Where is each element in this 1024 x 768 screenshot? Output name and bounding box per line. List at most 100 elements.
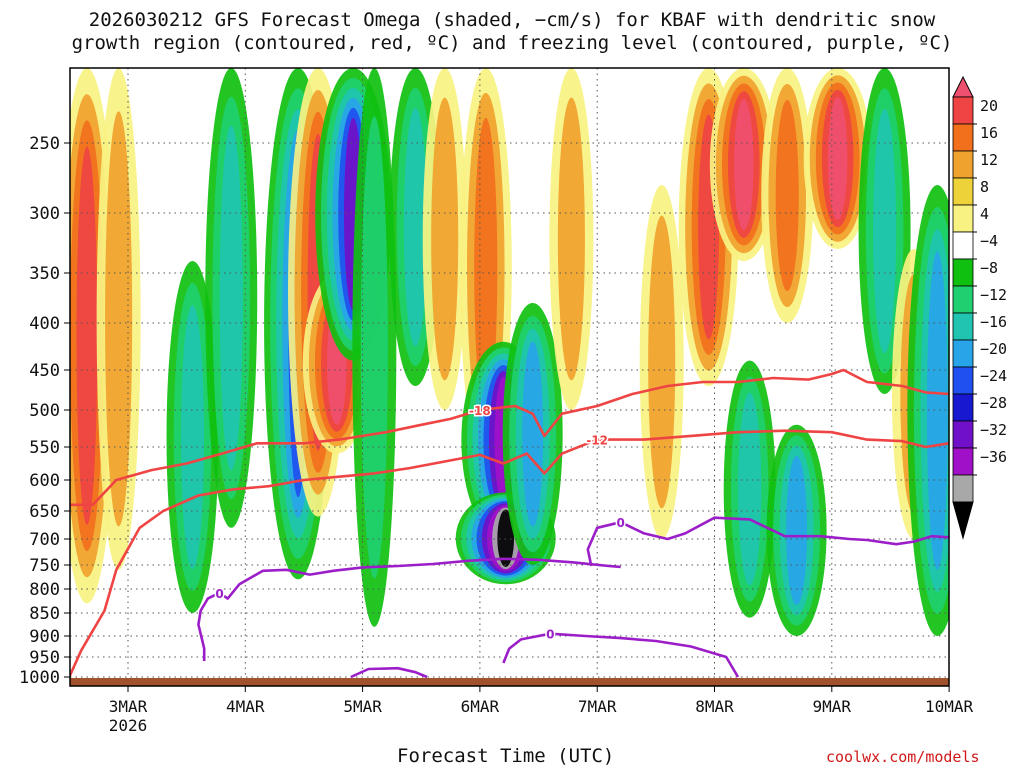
colorbar-swatch-9 [952,312,974,341]
omega-cell-15 [549,68,594,410]
freezing-level-1-label: 0 [546,628,554,642]
colorbar-swatch-10 [952,339,974,368]
dgz-isotherm-0 [70,368,949,507]
colorbar-swatch-6 [952,231,974,260]
omega-cell-21-layer [786,455,808,606]
freezing-level-1 [502,632,740,678]
omega-cell-10-layer [431,97,459,381]
y-tick-label-400: 400 [29,314,60,334]
colorbar-swatch-12 [952,393,974,422]
contours: -18 -12 0 0 0 [70,368,949,679]
x-tick-label-0: 3MAR [109,697,148,716]
colorbar-label-0: 20 [980,97,998,115]
omega-cell-13-layer [497,509,515,567]
omega-cell-0-layer [76,146,98,525]
colorbar-label-1: 16 [980,124,998,142]
omega-cell-11-layer [474,117,498,417]
x-tick-label-3: 6MAR [461,697,500,716]
colorbar-swatch-7 [952,258,974,287]
plot-frame [69,67,950,687]
omega-cell-19-layer [738,392,762,586]
colorbar-swatch-14 [952,447,974,476]
omega-cell-23-layer [873,108,897,354]
y-tick-label-350: 350 [29,264,60,284]
freezing-level-2-label: 0 [616,516,624,530]
omega-cell-1 [96,68,141,570]
dgz-isotherm-0-label: -18 [469,404,491,418]
y-tick-label-600: 600 [29,471,60,491]
omega-cell-3-layer [219,125,243,471]
x-tick-label-6: 9MAR [813,697,852,716]
y-tick-label-550: 550 [29,438,60,458]
omega-cell-8 [352,68,397,627]
omega-cell-18 [709,68,778,261]
y-tick-label-650: 650 [29,502,60,522]
colorbar-swatch-13 [952,420,974,449]
omega-cell-16-layer [648,215,676,509]
omega-cell-20 [761,68,814,323]
colorbar-label-13: −36 [980,448,1007,466]
colorbar-label-7: −12 [980,286,1007,304]
x-tick-label-5: 8MAR [695,697,734,716]
x-tick-label-1: 4MAR [226,697,265,716]
colorbar-bottom-arrow [952,501,974,540]
x-tick-label-4: 7MAR [578,697,617,716]
omega-cell-18-layer [734,99,754,230]
omega-cell-21 [766,424,827,636]
x-tick-sublabel-0: 2026 [109,716,148,735]
y-tick-label-900: 900 [29,627,60,647]
credit-link[interactable]: coolwx.com/models [826,748,980,766]
y-tick-label-300: 300 [29,204,60,224]
colorbar-swatch-5 [952,204,974,233]
y-tick-label-700: 700 [29,530,60,550]
chart-title-line1: 2026030212 GFS Forecast Omega (shaded, −… [88,9,936,31]
ground-surface [70,678,949,686]
colorbar-label-2: 12 [980,151,998,169]
omega-cell-9-layer [403,107,427,347]
dgz-isotherm-1 [70,429,949,678]
omega-cell-15-layer [557,97,585,381]
x-tick-label-2: 5MAR [343,697,382,716]
y-tick-label-850: 850 [29,604,60,624]
y-tick-label-950: 950 [29,648,60,668]
y-tick-label-1000: 1000 [19,668,60,688]
y-tick-label-450: 450 [29,361,60,381]
grid [70,68,950,678]
x-tick-label-7: 10MAR [925,697,974,716]
omega-cell-19 [723,360,776,618]
colorbar-label-8: −16 [980,313,1007,331]
omega-cell-3 [205,68,258,528]
colorbar: 20 16 12 8 4 −4 −8 −12 −16 −20 −24 −28 −32 −36 [952,75,1007,540]
freezing-level-3 [350,666,428,679]
colorbar-label-4: 4 [980,205,989,223]
colorbar-swatch-11 [952,366,974,395]
colorbar-label-5: −4 [980,232,998,250]
freezing-level-2 [586,516,949,567]
omega-cell-22-layer [827,97,848,220]
omega-shading [70,68,949,636]
y-tick-label-800: 800 [29,580,60,600]
omega-cell-20-layer [775,99,799,292]
y-tick-label-500: 500 [29,401,60,421]
dgz-isotherm-1-label: -12 [586,434,608,448]
colorbar-swatch-3 [952,150,974,179]
colorbar-label-3: 8 [980,178,989,196]
y-tick-label-250: 250 [29,134,60,154]
freezing-level-0 [197,557,621,661]
omega-cell-2 [166,261,219,613]
colorbar-label-11: −28 [980,394,1007,412]
colorbar-swatch-2 [952,123,974,152]
x-axis-label: Forecast Time (UTC) [397,745,615,767]
omega-cell-25-layer [926,251,948,570]
y-tick-label-750: 750 [29,556,60,576]
colorbar-label-9: −20 [980,340,1007,358]
omega-cell-14 [502,303,563,565]
omega-cell-1-layer [105,111,133,527]
colorbar-swatch-4 [952,177,974,206]
chart-title-line2: growth region (contoured, red, ºC) and f… [71,32,953,54]
colorbar-swatch-15 [952,474,974,503]
colorbar-top-arrow [952,75,974,98]
omega-cell-8-layer [360,116,388,579]
omega-cell-10 [422,68,467,410]
colorbar-label-10: −24 [980,367,1007,385]
